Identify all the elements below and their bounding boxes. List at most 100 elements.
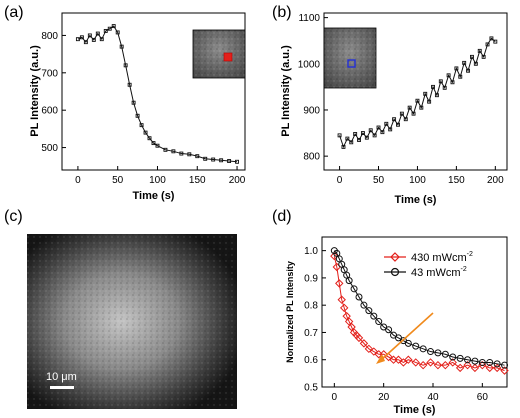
panel-c-micrograph: 10 μm (27, 234, 237, 409)
scale-bar-label: 10 μm (46, 371, 77, 383)
panel-d-point (448, 358, 457, 367)
panel-b-point (434, 93, 439, 98)
panel-a-point (147, 136, 152, 141)
panel-b-point (489, 36, 494, 41)
panel-d-point (337, 295, 346, 304)
panel-d-point (350, 285, 358, 293)
panel-d-point (470, 363, 480, 373)
panel-a-point (155, 143, 160, 148)
panel-label-c: (c) (4, 208, 23, 225)
panel-d-point (394, 355, 403, 364)
panel-a-xtick-label: 0 (75, 175, 81, 186)
panel-a-point (115, 30, 120, 35)
panel-d-point (404, 339, 412, 347)
panel-b-xtick-label: 50 (373, 175, 385, 186)
panel-b-point (337, 133, 342, 138)
panel-a-point (227, 159, 232, 163)
panel-a-chart: 0 50 100 150 200 500 600 700 800 Time (s) PL Int… (29, 12, 246, 202)
panel-a-point (99, 37, 104, 42)
panel-d-point (339, 303, 349, 313)
panel-b-point (364, 135, 369, 140)
inset-red-marker (223, 52, 233, 62)
panel-a-point (219, 158, 224, 163)
panel-b-point (438, 79, 443, 84)
panel-a-point (127, 82, 132, 87)
panel-d-point (330, 251, 339, 261)
panel-d-point (434, 349, 442, 357)
panel-a-point (203, 156, 208, 161)
panel-a-point (111, 24, 116, 29)
panel-b-point (407, 105, 412, 110)
panel-d-point (493, 360, 501, 368)
panel-label-a: (a) (4, 4, 24, 21)
panel-a-point (163, 147, 168, 152)
panel-d-point (354, 333, 364, 343)
panel-b-ytick-label: 800 (303, 152, 320, 163)
panel-label-b: (b) (272, 4, 292, 21)
panel-b-point (399, 111, 404, 116)
panel-d-point (335, 279, 344, 288)
panel-b-ytick-label: 900 (303, 105, 320, 116)
panel-b-xtick-label: 100 (409, 175, 426, 186)
panel-a-ytick-label: 800 (41, 31, 58, 42)
panel-b-point (392, 117, 397, 122)
panel-b-point (341, 144, 346, 149)
panel-b-point (419, 105, 424, 110)
panel-a-point (131, 100, 136, 105)
panel-d-point (355, 293, 363, 301)
panel-d-point (370, 312, 378, 320)
panel-d-chart: 0 20 40 60 0.5 0.6 0.7 0.8 0.9 1.0 430 mWcm-2 43 … (285, 236, 509, 416)
panel-a-point (235, 159, 239, 164)
inset-blue-marker (347, 59, 356, 68)
panel-d-point (464, 356, 472, 364)
panel-d-point (449, 353, 457, 361)
panel-d-point (478, 358, 486, 366)
panel-d-xtick-label: 60 (477, 392, 489, 403)
panel-b-xtick-label: 0 (337, 175, 343, 186)
panel-a-xtick-label: 50 (112, 175, 124, 186)
panel-d-ytick-label: 0.9 (304, 273, 318, 284)
panel-b-point (431, 84, 435, 89)
panel-b-point (485, 42, 490, 47)
panel-d-point (471, 357, 479, 365)
panel-b-point (466, 68, 471, 73)
panel-b-xtick-label: 200 (487, 175, 504, 186)
legend-marker-430 (390, 252, 400, 262)
panel-b-point (493, 39, 498, 44)
scale-bar (50, 386, 74, 389)
panel-b-point (458, 74, 463, 79)
panel-d-xlabel: Time (s) (394, 404, 436, 416)
panel-a-point (195, 154, 200, 159)
panel-a-point (83, 40, 88, 45)
panel-d-point (411, 358, 420, 367)
panel-a-point (179, 151, 184, 156)
panel-a-ylabel: PL Intensity (a.u.) (29, 45, 41, 137)
panel-b-point (357, 138, 361, 142)
panel-b-point (349, 140, 354, 145)
panel-a-point (75, 37, 80, 42)
panel-b-point (360, 131, 365, 136)
panel-b-point (353, 132, 358, 136)
panel-b-point (396, 122, 400, 127)
panel-a-ytick-label: 600 (41, 106, 58, 117)
panel-a-point (187, 152, 192, 157)
panel-d-point (486, 358, 494, 366)
legend: 430 mWcm-2 43 mWcm-2 (384, 251, 473, 279)
panel-d-point (404, 355, 413, 364)
panel-d-point (418, 360, 428, 370)
panel-b-ylabel: PL Intensity (a.u.) (280, 45, 292, 137)
panel-b-frame (323, 12, 508, 171)
panel-d-point (455, 363, 465, 373)
panel-a-inset (192, 29, 246, 79)
panel-d-ytick-label: 0.8 (304, 301, 318, 312)
panel-a-point (91, 37, 96, 42)
panel-label-d: (d) (272, 208, 292, 225)
panel-d-point (463, 360, 472, 370)
panel-a-point (139, 123, 144, 128)
panel-a-point (87, 33, 92, 38)
panel-b-point (403, 117, 408, 122)
panel-d-point (342, 311, 351, 321)
panel-b-point (368, 128, 373, 133)
panel-b-ytick-label: 1100 (298, 13, 320, 24)
